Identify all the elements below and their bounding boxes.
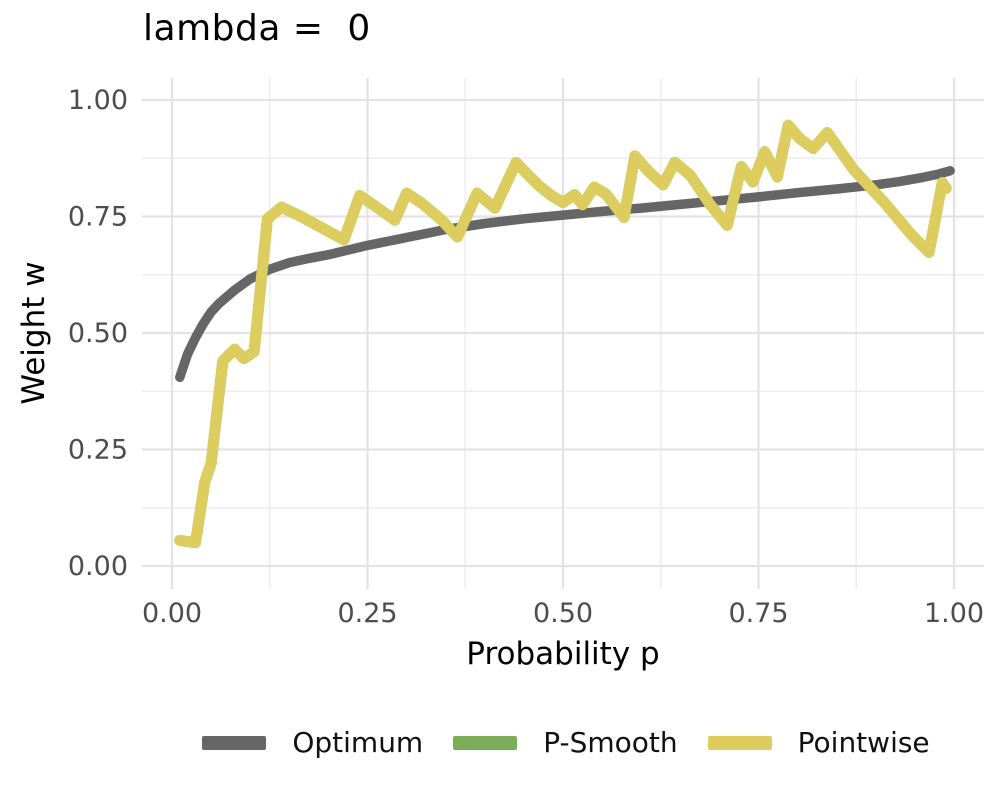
- legend: Optimum P-Smooth Pointwise: [132, 726, 1000, 759]
- x-tick-label: 0.00: [142, 598, 202, 629]
- y-tick-label: 0.00: [68, 551, 128, 582]
- x-tick-label: 1.00: [924, 598, 984, 629]
- chart-title: lambda = 0: [143, 8, 371, 49]
- optimum-line-swatch: [202, 735, 267, 750]
- y-tick-labels: 0.00 0.25 0.50 0.75 1.00: [68, 85, 128, 582]
- p-smooth-line-swatch: [453, 735, 518, 750]
- gridlines-major: [142, 78, 984, 589]
- y-axis-title: Weight w: [16, 261, 52, 405]
- x-axis-title: Probability p: [466, 636, 660, 672]
- x-tick-labels: 0.00 0.25 0.50 0.75 1.00: [142, 598, 984, 629]
- x-tick-label: 0.75: [728, 598, 788, 629]
- legend-label-optimum: Optimum: [292, 726, 424, 759]
- legend-item-optimum: Optimum: [202, 726, 423, 759]
- legend-label-pointwise: Pointwise: [797, 726, 930, 759]
- x-tick-label: 0.25: [337, 598, 397, 629]
- x-tick-label: 0.50: [533, 598, 593, 629]
- series-lines: [174, 119, 955, 549]
- legend-item-p-smooth: P-Smooth: [453, 726, 678, 759]
- pointwise-line-swatch: [707, 735, 772, 750]
- pointwise-line: [174, 119, 952, 549]
- y-tick-label: 0.50: [68, 318, 128, 349]
- legend-item-pointwise: Pointwise: [707, 726, 930, 759]
- legend-label-p-smooth: P-Smooth: [543, 726, 678, 759]
- y-tick-label: 0.75: [68, 202, 128, 233]
- y-tick-label: 1.00: [68, 85, 128, 116]
- y-tick-label: 0.25: [68, 435, 128, 466]
